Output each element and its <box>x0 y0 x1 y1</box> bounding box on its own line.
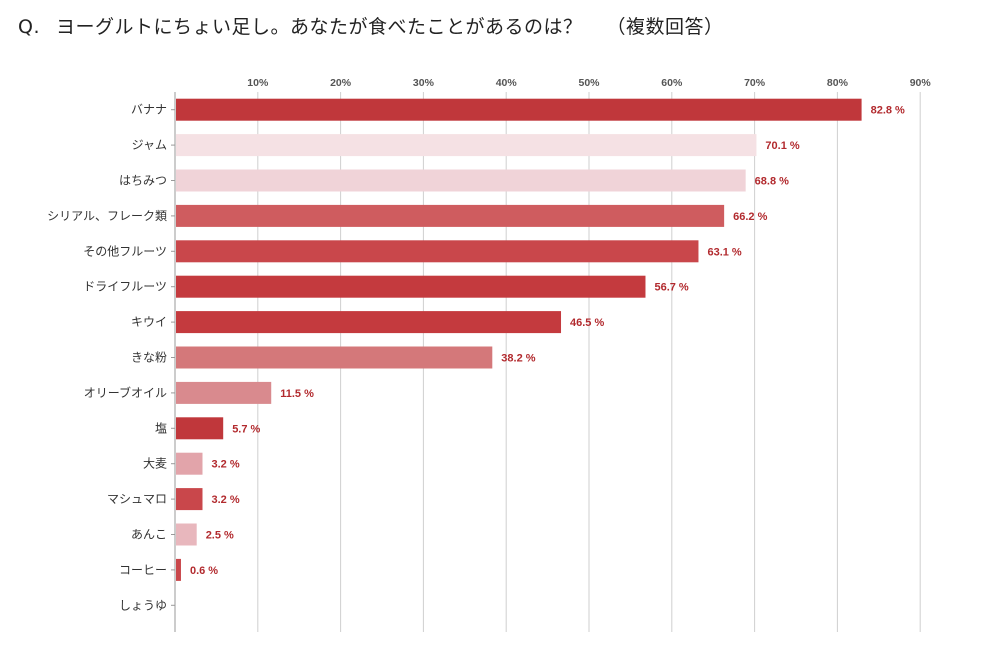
bar <box>176 347 492 369</box>
category-label: しょうゆ <box>119 598 167 612</box>
category-label: 塩 <box>155 420 167 435</box>
category-label: はちみつ <box>119 174 167 188</box>
x-tick-label: 80% <box>827 77 849 89</box>
category-label: コーヒー <box>119 563 167 577</box>
category-label: ドライフルーツ <box>83 280 167 294</box>
category-label: ジャム <box>132 138 167 152</box>
x-tick-label: 30% <box>413 77 435 89</box>
category-label: シリアル、フレーク類 <box>47 209 167 223</box>
category-label: きな粉 <box>131 351 167 365</box>
bar <box>176 453 202 475</box>
value-label: 66.2 % <box>733 211 767 223</box>
x-tick-label: 20% <box>330 77 352 89</box>
bar <box>176 488 202 510</box>
value-label: 3.2 % <box>211 459 239 471</box>
value-label: 3.2 % <box>211 494 239 506</box>
bar <box>176 524 197 546</box>
category-label: 大麦 <box>143 457 167 471</box>
value-label: 63.1 % <box>707 246 741 258</box>
category-label: バナナ <box>131 103 167 117</box>
bar <box>176 134 756 156</box>
value-label: 56.7 % <box>654 282 688 294</box>
x-tick-label: 90% <box>910 77 932 89</box>
x-tick-label: 40% <box>496 77 518 89</box>
category-label: その他フルーツ <box>83 244 167 258</box>
value-label: 68.8 % <box>755 176 789 188</box>
bar-chart: 10% 20% 30% 40% 50% 60% 70% 80% 90% バナナ 82.8 % ジャム 7… <box>0 0 1000 660</box>
bar <box>176 99 862 121</box>
bar <box>176 417 223 439</box>
value-label: 70.1 % <box>765 140 799 152</box>
value-label: 5.7 % <box>232 423 260 435</box>
x-tick-label: 70% <box>744 77 766 89</box>
category-label: マシュマロ <box>107 492 167 506</box>
value-label: 0.6 % <box>190 565 218 577</box>
value-label: 11.5 % <box>280 388 314 400</box>
bar <box>176 382 271 404</box>
bar <box>176 276 645 298</box>
x-tick-label: 60% <box>661 77 683 89</box>
bar <box>176 240 698 262</box>
bar <box>176 311 561 333</box>
x-tick-label: 10% <box>247 77 269 89</box>
value-label: 38.2 % <box>501 353 535 365</box>
x-tick-label: 50% <box>578 77 600 89</box>
category-label: キウイ <box>131 315 167 329</box>
value-label: 46.5 % <box>570 317 604 329</box>
value-label: 82.8 % <box>871 105 905 117</box>
bar <box>176 559 181 581</box>
value-label: 2.5 % <box>206 530 234 542</box>
category-label: オリーブオイル <box>84 385 167 400</box>
bar <box>176 170 746 192</box>
bar <box>176 205 724 227</box>
category-label: あんこ <box>131 528 167 542</box>
